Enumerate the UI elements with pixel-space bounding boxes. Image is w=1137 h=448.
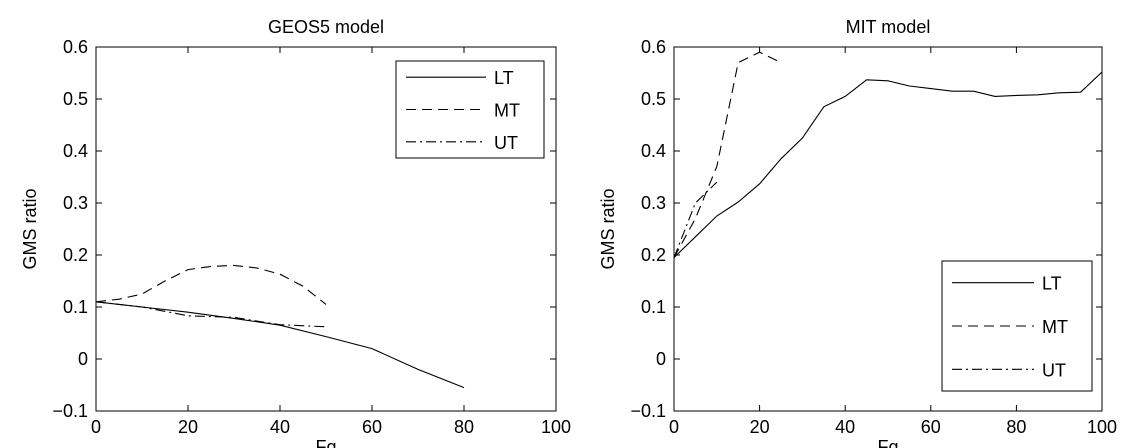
- y-tick-label: 0.1: [641, 297, 666, 317]
- chart-title: GEOS5 model: [268, 17, 384, 37]
- plot-area: [674, 51, 1102, 258]
- y-tick-label: 0.5: [63, 89, 88, 109]
- y-tick-label: −0.1: [630, 401, 666, 421]
- legend-label-mt: MT: [1042, 317, 1068, 337]
- series-line-lt: [674, 71, 1102, 258]
- x-tick-label: 60: [362, 417, 382, 437]
- legend-label-lt: LT: [494, 68, 514, 88]
- y-tick-label: 0.2: [641, 245, 666, 265]
- x-tick-label: 100: [541, 417, 571, 437]
- x-tick-label: 20: [750, 417, 770, 437]
- series-line-mt: [674, 51, 782, 258]
- y-axis-label: GMS ratio: [598, 188, 618, 269]
- plot-area: [96, 264, 465, 389]
- x-tick-label: 40: [835, 417, 855, 437]
- y-tick-label: 0.3: [63, 193, 88, 213]
- legend-label-mt: MT: [494, 101, 520, 121]
- y-axis-label: GMS ratio: [20, 188, 40, 269]
- axes-frame: [95, 46, 557, 412]
- y-tick-label: 0.4: [641, 141, 666, 161]
- y-tick-label: 0.6: [63, 37, 88, 57]
- y-tick-label: 0.2: [63, 245, 88, 265]
- y-tick-label: −0.1: [52, 401, 88, 421]
- legend: LT MT UT: [941, 260, 1093, 392]
- axes-frame: [673, 46, 1103, 412]
- y-tick-label: 0: [656, 349, 666, 369]
- series-line-ut: [96, 301, 327, 328]
- x-axis-label: Fq: [315, 437, 336, 448]
- legend: LT MT UT: [395, 60, 545, 159]
- x-tick-label: 0: [669, 417, 679, 437]
- x-tick-label: 80: [454, 417, 474, 437]
- x-tick-label: 0: [91, 417, 101, 437]
- series-line-lt: [96, 301, 465, 389]
- legend-label-ut: UT: [1042, 360, 1066, 380]
- series-line-mt: [96, 264, 327, 305]
- legend-label-ut: UT: [494, 133, 518, 153]
- y-tick-label: 0.6: [641, 37, 666, 57]
- chart-title: MIT model: [846, 17, 931, 37]
- x-tick-label: 20: [178, 417, 198, 437]
- y-tick-label: 0.4: [63, 141, 88, 161]
- x-tick-label: 40: [270, 417, 290, 437]
- x-axis-label: Fq: [877, 437, 898, 448]
- legend-label-lt: LT: [1042, 274, 1062, 294]
- series-line-ut: [674, 181, 718, 258]
- x-tick-label: 100: [1087, 417, 1117, 437]
- y-tick-label: 0.3: [641, 193, 666, 213]
- y-tick-label: 0.5: [641, 89, 666, 109]
- x-tick-label: 80: [1006, 417, 1026, 437]
- x-tick-label: 60: [921, 417, 941, 437]
- y-tick-label: 0: [78, 349, 88, 369]
- y-tick-label: 0.1: [63, 297, 88, 317]
